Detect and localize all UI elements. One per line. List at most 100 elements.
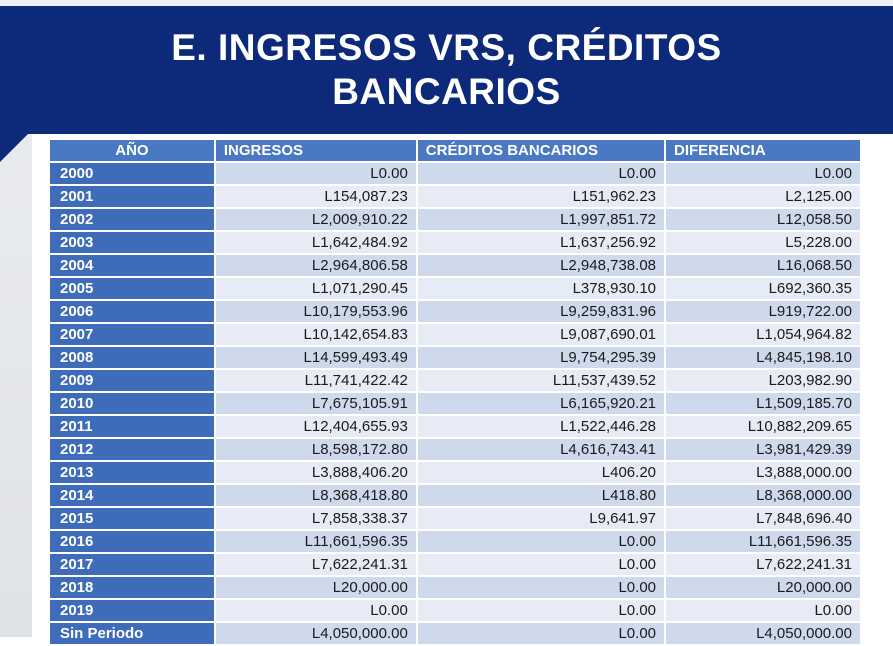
diferencia-cell: L0.00 <box>666 163 860 184</box>
table-row: 2006 L10,179,553.96 L9,259,831.96 L919,722.… <box>50 301 860 322</box>
year-cell: 2004 <box>50 255 214 276</box>
ingresos-cell: L8,368,418.80 <box>215 485 416 506</box>
slide-title-line2: BANCARIOS <box>332 71 561 112</box>
ingresos-cell: L2,009,910.22 <box>215 209 416 230</box>
ingresos-cell: L1,642,484.92 <box>215 232 416 253</box>
table-body: 2000 L0.00 L0.00 L0.00 2001 L154,087.23 L151,9… <box>50 163 860 644</box>
creditos-cell: L406.20 <box>417 462 665 483</box>
table-row: 2001 L154,087.23 L151,962.23 L2,125.00 <box>50 186 860 207</box>
year-cell: 2018 <box>50 577 214 598</box>
creditos-cell: L1,997,851.72 <box>417 209 665 230</box>
diferencia-cell: L20,000.00 <box>666 577 860 598</box>
diferencia-cell: L919,722.00 <box>666 301 860 322</box>
creditos-cell: L0.00 <box>417 577 665 598</box>
creditos-cell: L1,637,256.92 <box>417 232 665 253</box>
creditos-cell: L2,948,738.08 <box>417 255 665 276</box>
table-row: 2003 L1,642,484.92 L1,637,256.92 L5,228.00 <box>50 232 860 253</box>
creditos-cell: L0.00 <box>417 554 665 575</box>
creditos-cell: L9,641.97 <box>417 508 665 529</box>
ingresos-creditos-table: AÑO INGRESOS CRÉDITOS BANCARIOS DIFERENC… <box>48 138 862 646</box>
year-cell: 2011 <box>50 416 214 437</box>
diferencia-cell: L7,848,696.40 <box>666 508 860 529</box>
table-row: 2011 L12,404,655.93 L1,522,446.28 L10,882,2… <box>50 416 860 437</box>
year-cell: 2015 <box>50 508 214 529</box>
diferencia-cell: L5,228.00 <box>666 232 860 253</box>
year-cell: 2019 <box>50 600 214 621</box>
table-row: 2010 L7,675,105.91 L6,165,920.21 L1,509,185… <box>50 393 860 414</box>
diferencia-cell: L203,982.90 <box>666 370 860 391</box>
diferencia-cell: L692,360.35 <box>666 278 860 299</box>
diferencia-cell: L4,050,000.00 <box>666 623 860 644</box>
creditos-cell: L0.00 <box>417 531 665 552</box>
creditos-cell: L0.00 <box>417 600 665 621</box>
year-cell: 2002 <box>50 209 214 230</box>
ingresos-cell: L20,000.00 <box>215 577 416 598</box>
creditos-cell: L9,754,295.39 <box>417 347 665 368</box>
ingresos-cell: L3,888,406.20 <box>215 462 416 483</box>
diferencia-cell: L0.00 <box>666 600 860 621</box>
creditos-cell: L9,259,831.96 <box>417 301 665 322</box>
diferencia-cell: L1,054,964.82 <box>666 324 860 345</box>
year-cell: 2003 <box>50 232 214 253</box>
year-cell: 2014 <box>50 485 214 506</box>
creditos-cell: L6,165,920.21 <box>417 393 665 414</box>
creditos-cell: L0.00 <box>417 623 665 644</box>
year-cell: 2013 <box>50 462 214 483</box>
ingresos-cell: L1,071,290.45 <box>215 278 416 299</box>
data-table-wrapper: AÑO INGRESOS CRÉDITOS BANCARIOS DIFERENC… <box>48 138 862 646</box>
ingresos-cell: L4,050,000.00 <box>215 623 416 644</box>
header-year: AÑO <box>50 140 214 161</box>
left-decoration <box>0 134 32 637</box>
table-row: 2015 L7,858,338.37 L9,641.97 L7,848,696.40 <box>50 508 860 529</box>
year-cell: 2010 <box>50 393 214 414</box>
diferencia-cell: L16,068.50 <box>666 255 860 276</box>
year-cell: 2006 <box>50 301 214 322</box>
ingresos-cell: L10,142,654.83 <box>215 324 416 345</box>
ingresos-cell: L7,858,338.37 <box>215 508 416 529</box>
diferencia-cell: L2,125.00 <box>666 186 860 207</box>
table-row: 2012 L8,598,172.80 L4,616,743.41 L3,981,429… <box>50 439 860 460</box>
ingresos-cell: L2,964,806.58 <box>215 255 416 276</box>
table-row: 2008 L14,599,493.49 L9,754,295.39 L4,845,19… <box>50 347 860 368</box>
diferencia-cell: L3,981,429.39 <box>666 439 860 460</box>
ingresos-cell: L11,741,422.42 <box>215 370 416 391</box>
diferencia-cell: L10,882,209.65 <box>666 416 860 437</box>
year-cell: 2016 <box>50 531 214 552</box>
diferencia-cell: L11,661,596.35 <box>666 531 860 552</box>
header-creditos: CRÉDITOS BANCARIOS <box>417 140 665 161</box>
table-header-row: AÑO INGRESOS CRÉDITOS BANCARIOS DIFERENC… <box>50 140 860 161</box>
table-row: 2000 L0.00 L0.00 L0.00 <box>50 163 860 184</box>
left-decoration-corner <box>0 134 28 162</box>
ingresos-cell: L0.00 <box>215 163 416 184</box>
year-cell: 2000 <box>50 163 214 184</box>
ingresos-cell: L8,598,172.80 <box>215 439 416 460</box>
table-row: 2004 L2,964,806.58 L2,948,738.08 L16,068.50 <box>50 255 860 276</box>
diferencia-cell: L1,509,185.70 <box>666 393 860 414</box>
creditos-cell: L9,087,690.01 <box>417 324 665 345</box>
diferencia-cell: L4,845,198.10 <box>666 347 860 368</box>
diferencia-cell: L8,368,000.00 <box>666 485 860 506</box>
year-cell: 2007 <box>50 324 214 345</box>
ingresos-cell: L154,087.23 <box>215 186 416 207</box>
table-row: 2002 L2,009,910.22 L1,997,851.72 L12,058.50 <box>50 209 860 230</box>
slide-title: E. INGRESOS VRS, CRÉDITOS BANCARIOS <box>171 26 721 114</box>
table-row: 2005 L1,071,290.45 L378,930.10 L692,360.35 <box>50 278 860 299</box>
top-strip <box>0 0 893 6</box>
year-cell: Sin Periodo <box>50 623 214 644</box>
year-cell: 2012 <box>50 439 214 460</box>
year-cell: 2017 <box>50 554 214 575</box>
year-cell: 2008 <box>50 347 214 368</box>
slide-title-line1: E. INGRESOS VRS, CRÉDITOS <box>171 27 722 68</box>
creditos-cell: L0.00 <box>417 163 665 184</box>
header-ingresos: INGRESOS <box>215 140 416 161</box>
diferencia-cell: L12,058.50 <box>666 209 860 230</box>
year-cell: 2009 <box>50 370 214 391</box>
ingresos-cell: L14,599,493.49 <box>215 347 416 368</box>
diferencia-cell: L3,888,000.00 <box>666 462 860 483</box>
year-cell: 2001 <box>50 186 214 207</box>
table-row: Sin Periodo L4,050,000.00 L0.00 L4,050,000.… <box>50 623 860 644</box>
table-row: 2014 L8,368,418.80 L418.80 L8,368,000.00 <box>50 485 860 506</box>
ingresos-cell: L7,622,241.31 <box>215 554 416 575</box>
table-row: 2013 L3,888,406.20 L406.20 L3,888,000.00 <box>50 462 860 483</box>
table-row: 2017 L7,622,241.31 L0.00 L7,622,241.31 <box>50 554 860 575</box>
